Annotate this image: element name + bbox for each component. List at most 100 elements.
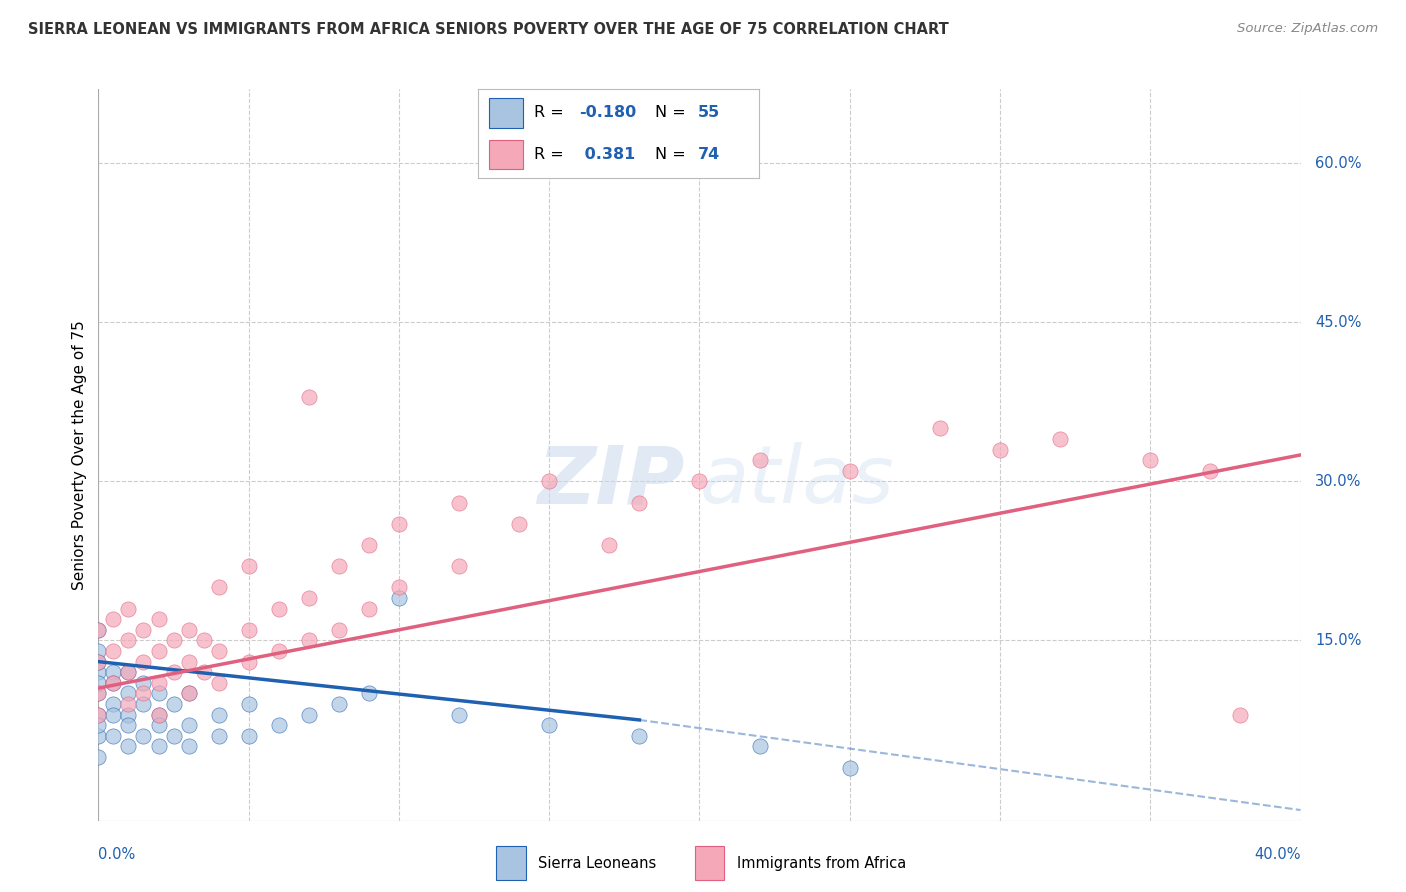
Point	[148, 707, 170, 722]
Text: 0.381: 0.381	[579, 147, 636, 162]
Point	[103, 676, 125, 690]
Point	[148, 612, 170, 626]
Point	[177, 623, 200, 637]
Point	[162, 665, 184, 680]
Point	[132, 686, 155, 700]
Text: 74: 74	[697, 147, 720, 162]
Point	[328, 623, 350, 637]
Point	[357, 601, 380, 615]
Point	[87, 623, 110, 637]
Point	[238, 729, 260, 743]
Point	[162, 633, 184, 648]
Point	[193, 665, 215, 680]
Point	[298, 633, 321, 648]
Point	[148, 707, 170, 722]
Point	[103, 644, 125, 658]
Point	[298, 591, 321, 605]
Point	[177, 686, 200, 700]
Point	[103, 676, 125, 690]
Point	[87, 665, 110, 680]
Point	[87, 655, 110, 669]
Point	[357, 538, 380, 552]
Point	[628, 495, 651, 509]
Point	[132, 676, 155, 690]
Point	[132, 623, 155, 637]
Point	[87, 676, 110, 690]
Point	[929, 421, 952, 435]
Point	[598, 538, 620, 552]
Point	[117, 601, 139, 615]
Point	[208, 707, 231, 722]
Point	[447, 707, 470, 722]
Point	[328, 697, 350, 711]
Point	[117, 739, 139, 754]
Point	[238, 623, 260, 637]
Point	[162, 729, 184, 743]
Point	[238, 655, 260, 669]
Point	[238, 697, 260, 711]
Text: N =: N =	[655, 147, 692, 162]
Text: 0.0%: 0.0%	[98, 847, 135, 863]
Point	[117, 665, 139, 680]
Text: R =: R =	[534, 105, 569, 120]
Bar	[489, 140, 523, 169]
Point	[298, 707, 321, 722]
Text: atlas: atlas	[699, 442, 894, 520]
Point	[87, 686, 110, 700]
Text: Source: ZipAtlas.com: Source: ZipAtlas.com	[1237, 22, 1378, 36]
Point	[208, 676, 231, 690]
Bar	[695, 846, 724, 880]
Point	[838, 464, 860, 478]
Point	[132, 729, 155, 743]
Text: N =: N =	[655, 105, 692, 120]
Point	[148, 676, 170, 690]
Text: 55: 55	[697, 105, 720, 120]
Point	[267, 644, 290, 658]
Text: -0.180: -0.180	[579, 105, 637, 120]
Point	[87, 655, 110, 669]
Point	[748, 453, 770, 467]
Text: 15.0%: 15.0%	[1315, 633, 1361, 648]
Point	[388, 591, 411, 605]
Point	[688, 475, 710, 489]
Point	[193, 633, 215, 648]
Point	[238, 559, 260, 574]
Point	[103, 707, 125, 722]
Point	[117, 718, 139, 732]
Point	[117, 697, 139, 711]
Text: 30.0%: 30.0%	[1315, 474, 1361, 489]
Point	[1139, 453, 1161, 467]
Point	[538, 718, 561, 732]
Point	[117, 686, 139, 700]
Point	[177, 739, 200, 754]
Point	[117, 665, 139, 680]
Point	[1049, 432, 1071, 446]
Y-axis label: Seniors Poverty Over the Age of 75: Seniors Poverty Over the Age of 75	[72, 320, 87, 590]
Point	[838, 761, 860, 775]
Point	[388, 581, 411, 595]
Point	[132, 697, 155, 711]
Point	[628, 729, 651, 743]
Point	[1229, 707, 1251, 722]
Point	[132, 655, 155, 669]
Text: 60.0%: 60.0%	[1315, 156, 1361, 171]
Point	[388, 516, 411, 531]
Point	[87, 718, 110, 732]
Point	[267, 718, 290, 732]
Point	[208, 581, 231, 595]
Text: ZIP: ZIP	[537, 442, 685, 520]
Point	[103, 697, 125, 711]
Point	[748, 739, 770, 754]
Point	[87, 686, 110, 700]
Point	[87, 707, 110, 722]
Point	[148, 644, 170, 658]
Point	[103, 665, 125, 680]
Bar	[496, 846, 526, 880]
Point	[103, 612, 125, 626]
Text: 45.0%: 45.0%	[1315, 315, 1361, 330]
Point	[177, 655, 200, 669]
Point	[148, 739, 170, 754]
Point	[148, 686, 170, 700]
Point	[298, 390, 321, 404]
Text: SIERRA LEONEAN VS IMMIGRANTS FROM AFRICA SENIORS POVERTY OVER THE AGE OF 75 CORR: SIERRA LEONEAN VS IMMIGRANTS FROM AFRICA…	[28, 22, 949, 37]
